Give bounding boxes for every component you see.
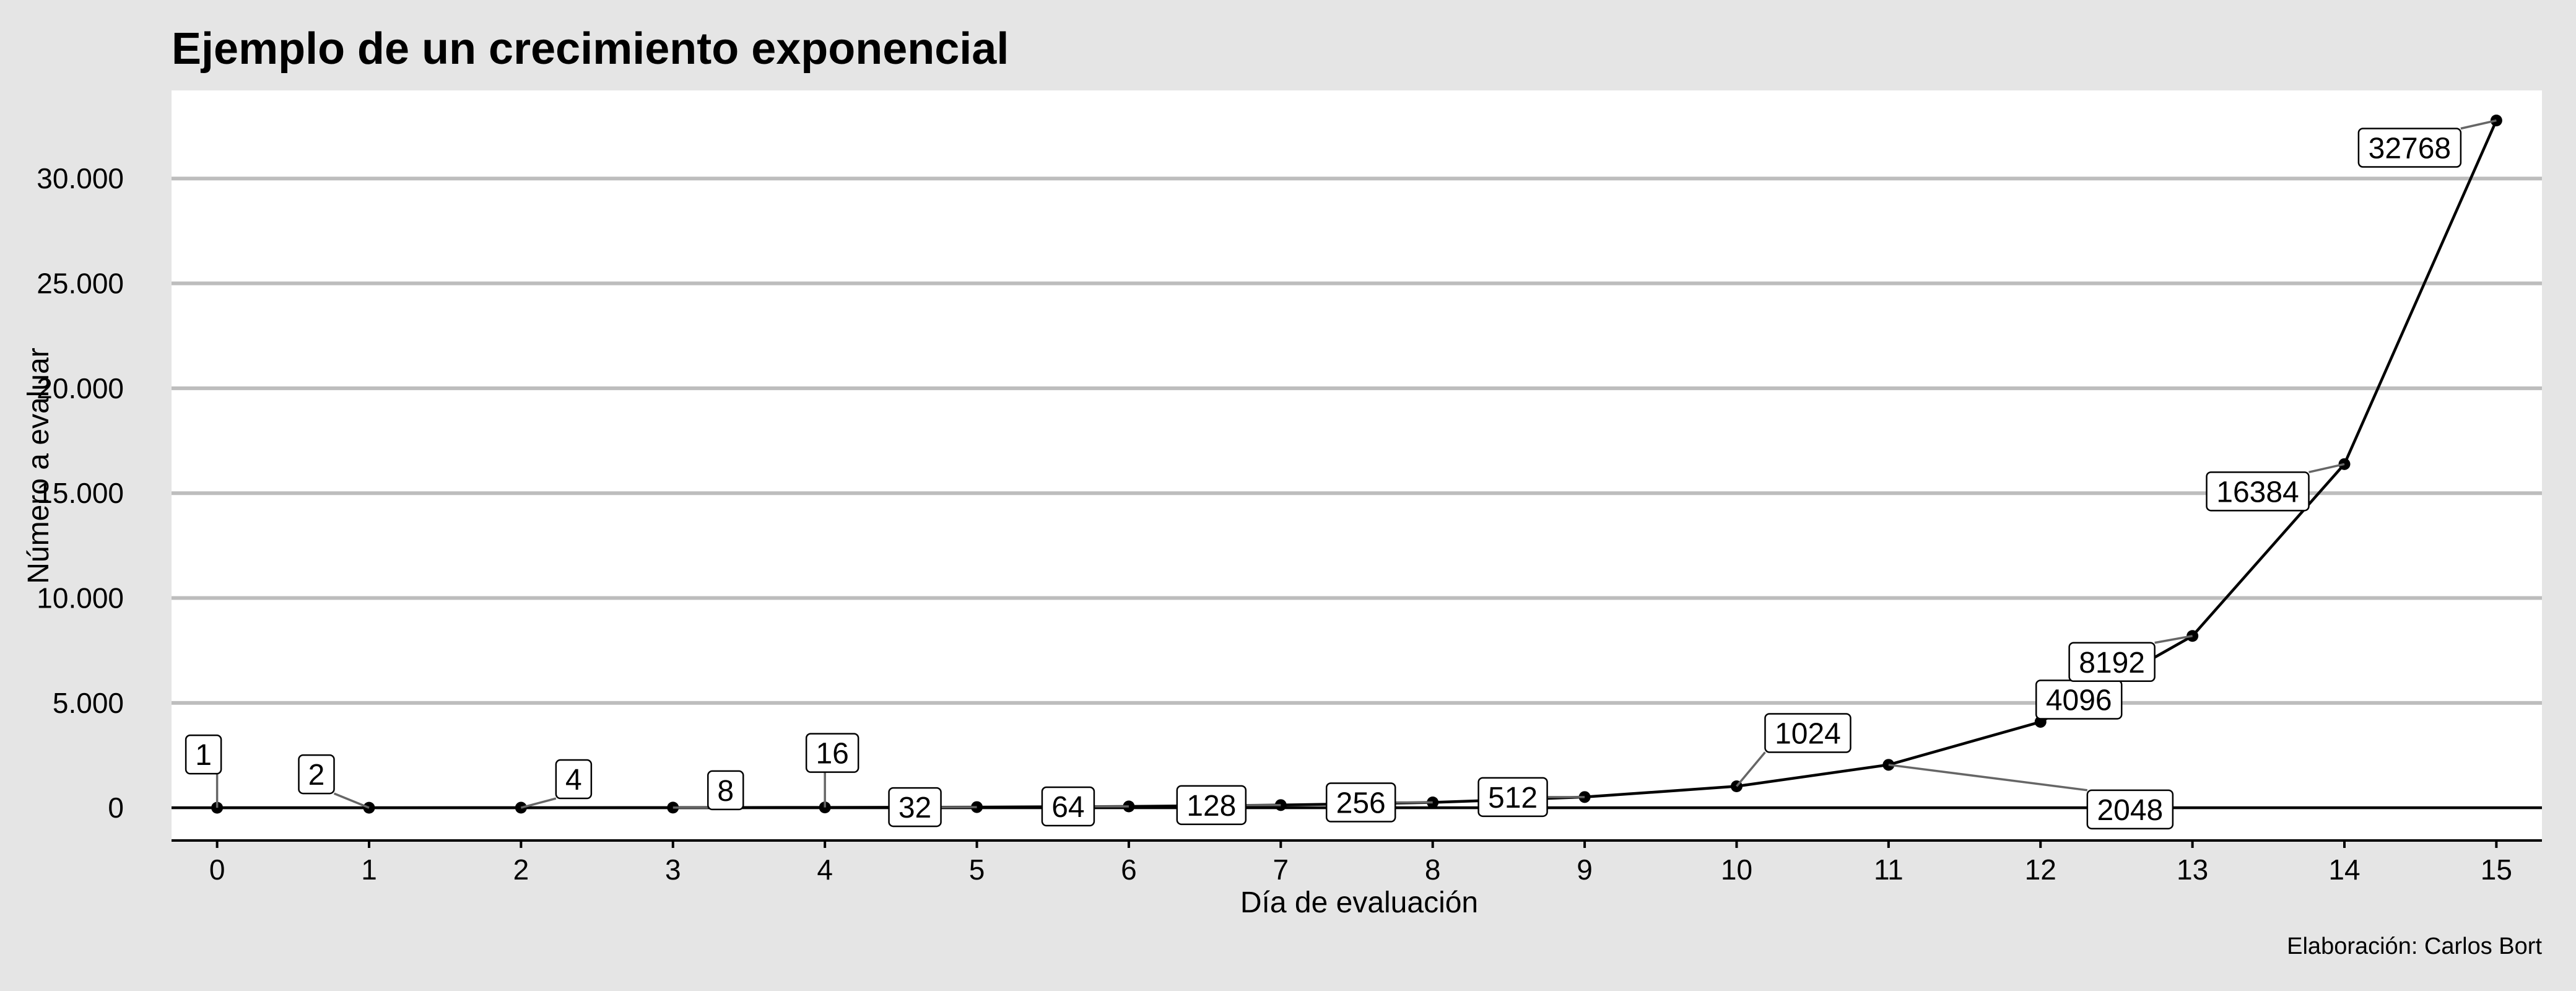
chart-title: Ejemplo de un crecimiento exponencial (172, 24, 1009, 74)
y-tick-label: 20.000 (37, 372, 124, 404)
y-tick-label: 25.000 (37, 268, 124, 300)
data-label-box (555, 759, 593, 800)
data-label: 128 (1186, 790, 1236, 823)
x-tick-label: 14 (2328, 853, 2360, 886)
x-tick-label: 13 (2177, 853, 2208, 886)
data-label-box (1764, 713, 1852, 753)
x-tick-label: 7 (1273, 853, 1289, 886)
x-tick-label: 11 (1874, 853, 1904, 886)
data-label-box (298, 754, 335, 795)
chart-caption: Elaboración: Carlos Bort (2287, 933, 2542, 959)
data-label: 32 (899, 792, 931, 824)
data-label-box (1325, 782, 1396, 823)
data-label: 8192 (2079, 647, 2145, 679)
data-label: 1024 (1775, 717, 1841, 750)
y-tick-label: 10.000 (37, 582, 124, 614)
x-tick-label: 3 (665, 853, 681, 886)
data-label: 8 (717, 775, 734, 808)
x-tick-label: 10 (1721, 853, 1752, 886)
data-label: 4096 (2046, 684, 2112, 717)
x-tick-label: 0 (209, 853, 225, 886)
data-label-box (1477, 777, 1548, 818)
data-label: 64 (1051, 791, 1084, 824)
x-tick-label: 12 (2025, 853, 2056, 886)
data-label: 16 (816, 738, 848, 771)
data-label-leader (1888, 764, 2088, 792)
data-label: 4 (565, 764, 582, 797)
data-label-box (2086, 789, 2174, 830)
y-tick-label: 5.000 (53, 687, 124, 719)
data-label-leader (2460, 119, 2497, 130)
data-label: 2 (308, 759, 325, 792)
data-label-leader (2154, 635, 2193, 644)
y-tick-label: 30.000 (37, 162, 124, 194)
data-label: 512 (1488, 782, 1538, 814)
data-label-box (805, 733, 859, 773)
x-axis-label: Día de evaluación (1240, 886, 1478, 919)
data-label-box (2068, 642, 2156, 683)
x-tick-label: 4 (817, 853, 833, 886)
plot-panel (172, 90, 2542, 840)
x-tick-label: 15 (2481, 853, 2512, 886)
data-label: 2048 (2097, 794, 2163, 827)
data-label-box (185, 734, 222, 775)
data-label-box (2206, 471, 2310, 512)
y-tick-label: 15.000 (37, 477, 124, 509)
x-tick-label: 1 (361, 853, 377, 886)
data-label: 256 (1336, 787, 1386, 820)
data-label: 1 (195, 739, 212, 772)
x-tick-label: 6 (1121, 853, 1137, 886)
y-axis-label: Número a evaluar (22, 347, 55, 584)
data-label-leader (520, 797, 557, 809)
data-label-box (1041, 786, 1095, 827)
x-tick-label: 2 (513, 853, 529, 886)
x-tick-label: 5 (969, 853, 985, 886)
data-label-leader (2308, 463, 2345, 474)
data-label-leader (1736, 751, 1766, 787)
data-label-box (2357, 128, 2462, 168)
data-label-layer: 1 2 4 8 16 32 64 128 256 512 1024 2048 4096 8192 16384… (185, 119, 2497, 830)
data-label-box (707, 770, 744, 811)
data-label-box (1176, 785, 1247, 826)
y-tick-label: 0 (108, 792, 124, 824)
data-label: 16384 (2216, 476, 2299, 509)
data-label-box (888, 787, 942, 827)
x-tick-label: 8 (1425, 853, 1441, 886)
data-label-leader (333, 792, 370, 809)
data-label: 32768 (2369, 132, 2451, 165)
x-tick-label: 9 (1577, 853, 1593, 886)
